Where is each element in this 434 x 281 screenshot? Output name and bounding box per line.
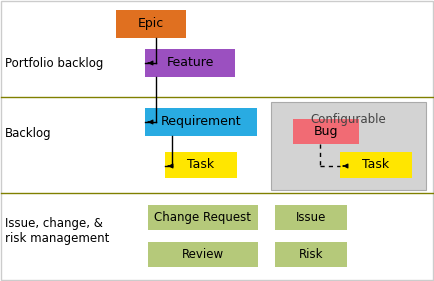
FancyBboxPatch shape: [145, 108, 257, 136]
Text: Risk: Risk: [299, 248, 323, 261]
Text: Epic: Epic: [138, 17, 164, 31]
FancyBboxPatch shape: [116, 10, 186, 38]
Text: Task: Task: [187, 158, 214, 171]
Text: Change Request: Change Request: [155, 211, 251, 224]
FancyBboxPatch shape: [145, 49, 235, 77]
Text: Bug: Bug: [314, 125, 338, 138]
FancyBboxPatch shape: [148, 205, 258, 230]
FancyBboxPatch shape: [271, 102, 426, 190]
FancyBboxPatch shape: [340, 152, 412, 178]
Text: Backlog: Backlog: [5, 126, 52, 139]
FancyBboxPatch shape: [165, 152, 237, 178]
FancyBboxPatch shape: [293, 119, 359, 144]
Text: Issue: Issue: [296, 211, 326, 224]
Text: Review: Review: [182, 248, 224, 261]
FancyBboxPatch shape: [275, 242, 347, 267]
Text: Portfolio backlog: Portfolio backlog: [5, 56, 103, 69]
Text: Requirement: Requirement: [161, 115, 241, 128]
Text: Configurable: Configurable: [310, 113, 386, 126]
Text: Task: Task: [362, 158, 390, 171]
Text: Feature: Feature: [166, 56, 214, 69]
FancyBboxPatch shape: [148, 242, 258, 267]
Text: Issue, change, &
risk management: Issue, change, & risk management: [5, 217, 109, 245]
FancyBboxPatch shape: [275, 205, 347, 230]
